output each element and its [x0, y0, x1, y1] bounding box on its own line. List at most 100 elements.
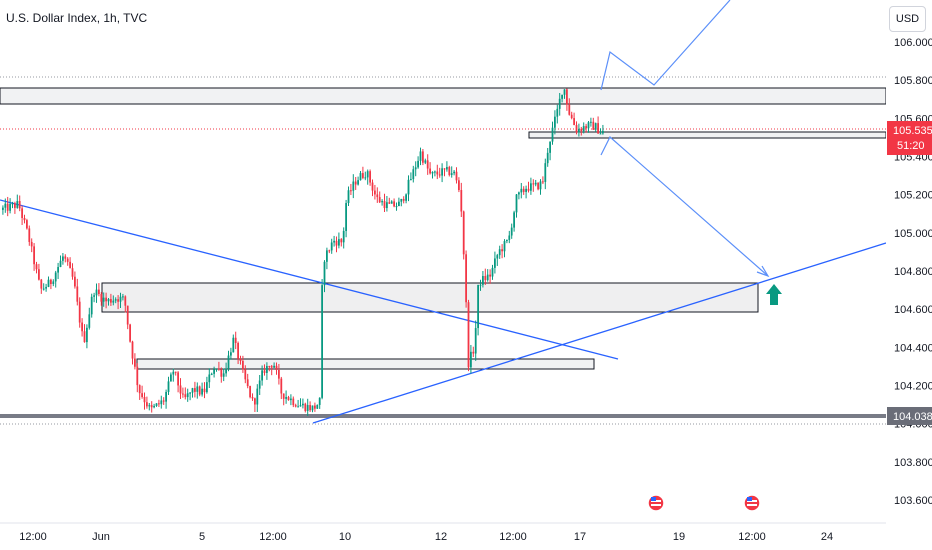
- candle-body: [539, 181, 542, 190]
- candle-body: [150, 405, 153, 408]
- candle-body: [21, 208, 23, 218]
- time-axis[interactable]: 12:00 Jun 5 12:00 10 12 12:00 17 19 12:00 24: [0, 522, 886, 543]
- candle-body: [234, 337, 237, 343]
- projection-path-up[interactable]: [600, 0, 731, 91]
- candle-body: [546, 152, 549, 164]
- candle-body: [162, 400, 165, 402]
- candle-body: [172, 371, 175, 375]
- candle-body: [335, 240, 338, 246]
- candle-body: [306, 405, 309, 411]
- projection-path-down[interactable]: [600, 136, 769, 277]
- candle-body: [477, 284, 479, 329]
- candle-body: [383, 201, 386, 209]
- candle-body: [194, 388, 196, 392]
- candle-body: [419, 151, 422, 161]
- candle-body: [330, 242, 333, 251]
- candle-body: [441, 168, 443, 176]
- x-tick-label: 19: [673, 531, 685, 543]
- candle-body: [465, 254, 467, 303]
- candle-body: [474, 328, 477, 354]
- candle-body: [513, 212, 515, 228]
- ascending-trendline[interactable]: [312, 242, 887, 424]
- green-up-arrow[interactable]: [766, 284, 782, 305]
- demand-zone[interactable]: [101, 282, 759, 313]
- candle-body: [388, 202, 391, 204]
- candle-body: [64, 256, 67, 259]
- candle-body: [40, 279, 43, 289]
- candle-body: [119, 296, 122, 302]
- candle-body: [566, 89, 568, 105]
- candle-body: [400, 198, 403, 202]
- candle-body: [52, 281, 55, 284]
- candle-body: [45, 286, 47, 289]
- candle-body: [342, 230, 345, 243]
- candle-body: [424, 160, 427, 163]
- currency-button[interactable]: USD: [889, 6, 926, 32]
- candle-body: [594, 123, 597, 130]
- candle-body: [201, 388, 203, 395]
- candle-body: [294, 405, 297, 407]
- candle-body: [491, 267, 494, 277]
- candle-body: [378, 197, 381, 203]
- candle-body: [359, 173, 362, 181]
- candle-body: [498, 249, 501, 256]
- candle-body: [230, 352, 232, 356]
- candle-body: [138, 385, 141, 394]
- candle-body: [527, 188, 530, 191]
- candle-body: [155, 403, 158, 406]
- price-axis[interactable]: 106.000105.800105.600105.400105.200105.0…: [886, 0, 932, 550]
- candle-body: [506, 239, 508, 242]
- candle-body: [14, 203, 16, 208]
- candle-body: [141, 393, 143, 397]
- candle-body: [239, 358, 242, 361]
- candle-body: [522, 188, 525, 192]
- candle-body: [225, 368, 227, 374]
- small-zone-bottom[interactable]: [136, 358, 595, 370]
- candle-body: [467, 302, 470, 368]
- candle-body: [544, 163, 547, 182]
- economic-event-us-flag-icon[interactable]: [743, 494, 761, 512]
- y-tick-label: 105.200: [894, 190, 932, 202]
- candle-body: [47, 279, 50, 287]
- y-tick-label: 104.600: [894, 304, 932, 316]
- candle-body: [484, 275, 487, 281]
- symbol-title[interactable]: U.S. Dollar Index, 1h, TVC: [6, 11, 148, 25]
- candle-body: [350, 190, 352, 192]
- candle-body: [328, 250, 331, 252]
- candle-body: [304, 403, 307, 411]
- candle-body: [405, 194, 407, 201]
- candle-body: [578, 128, 580, 133]
- candle-body: [254, 398, 256, 405]
- projection-arrowhead: [756, 265, 770, 278]
- candle-body: [6, 203, 9, 211]
- candle-body: [450, 173, 453, 175]
- candle-body: [196, 386, 199, 392]
- candle-body: [143, 396, 146, 403]
- candle-body: [318, 397, 321, 405]
- resistance-zone[interactable]: [0, 87, 887, 105]
- candle-body: [237, 342, 239, 359]
- candle-body: [362, 173, 364, 178]
- descending-trendline[interactable]: [0, 199, 619, 360]
- candle-body: [395, 206, 398, 208]
- small-zone-top[interactable]: [528, 131, 887, 139]
- candles: [2, 88, 604, 416]
- x-tick-label: 10: [339, 531, 351, 543]
- plot-area[interactable]: [0, 0, 887, 512]
- candle-body: [78, 301, 81, 323]
- candle-body: [508, 235, 511, 240]
- candle-body: [266, 366, 268, 373]
- candle-body: [122, 296, 124, 298]
- candle-body: [410, 179, 412, 181]
- candle-body: [422, 151, 424, 163]
- candle-body: [242, 360, 244, 370]
- candle-body: [146, 402, 148, 407]
- y-tick-label: 105.000: [894, 228, 932, 240]
- candle-body: [30, 241, 33, 247]
- economic-event-us-flag-icon[interactable]: [647, 494, 665, 512]
- x-tick-label: 12:00: [19, 531, 47, 543]
- candle-body: [592, 121, 595, 130]
- candle-body: [33, 246, 35, 265]
- bar-countdown: 51:20: [897, 140, 925, 152]
